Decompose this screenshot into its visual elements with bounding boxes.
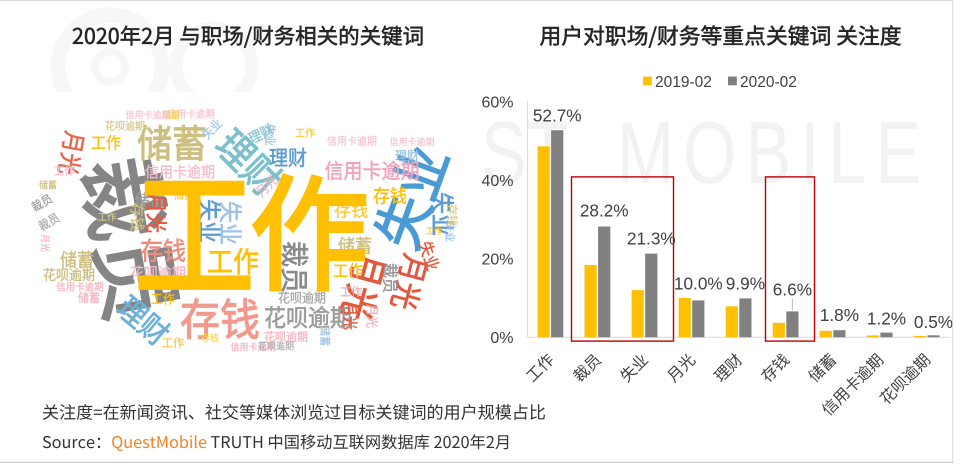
svg-text:1.2%: 1.2% <box>867 309 906 329</box>
svg-text:0%: 0% <box>490 330 513 347</box>
svg-text:MOBILE: MOBILE <box>617 104 930 202</box>
svg-text:2020-02: 2020-02 <box>740 74 797 91</box>
svg-text:9.9%: 9.9% <box>726 274 765 294</box>
svg-text:28.2%: 28.2% <box>580 200 629 220</box>
svg-text:60%: 60% <box>481 94 513 111</box>
svg-text:10.0%: 10.0% <box>674 274 723 294</box>
svg-text:1.8%: 1.8% <box>820 305 859 325</box>
svg-text:0.5%: 0.5% <box>914 312 953 332</box>
svg-text:6.6%: 6.6% <box>773 280 812 300</box>
svg-text:52.7%: 52.7% <box>533 106 582 126</box>
svg-text:20%: 20% <box>481 252 513 269</box>
svg-text:2019-02: 2019-02 <box>655 74 712 91</box>
svg-text:40%: 40% <box>481 173 513 190</box>
svg-text:21.3%: 21.3% <box>627 229 676 249</box>
